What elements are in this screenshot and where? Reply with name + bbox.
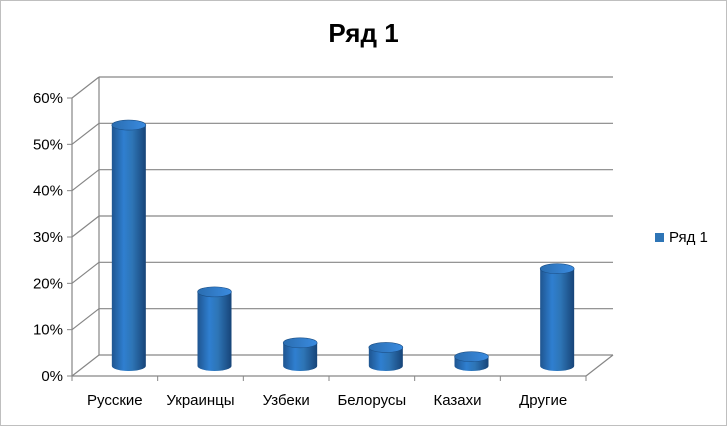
gridline-diagonal: [71, 76, 100, 99]
x-tick-label: Другие: [519, 392, 567, 409]
y-tick-label: 30%: [33, 229, 63, 246]
gridline-diagonal: [71, 354, 100, 377]
bar: [197, 286, 232, 372]
bar: [368, 342, 404, 372]
y-tick-label: 20%: [33, 275, 63, 292]
bar-body: [283, 342, 318, 372]
x-tick-label: Узбеки: [263, 392, 310, 409]
legend-swatch: [655, 233, 664, 242]
x-tick-label: Русские: [87, 392, 143, 409]
bar: [454, 351, 489, 372]
gridline-diagonal: [71, 169, 100, 192]
bar-cap: [111, 119, 147, 131]
bar-body: [540, 268, 575, 371]
x-tick-label: Белорусы: [337, 392, 406, 409]
legend: Ряд 1: [655, 229, 708, 246]
y-tick-label: 10%: [33, 322, 63, 339]
bar-cap: [282, 337, 318, 349]
gridline-diagonal: [71, 122, 100, 145]
floor-right-edge: [585, 354, 614, 377]
bar-cap: [197, 286, 232, 298]
bar-cap: [454, 351, 489, 363]
bar-cap: [539, 263, 575, 275]
gridline-diagonal: [71, 261, 100, 284]
gridline-diagonal: [71, 308, 100, 331]
y-tick-label: 0%: [41, 368, 63, 385]
bar-body: [111, 125, 146, 371]
gridline-diagonal: [71, 215, 100, 238]
y-tick-label: 40%: [33, 183, 63, 200]
chart-title: Ряд 1: [328, 18, 399, 48]
y-tick-label: 60%: [33, 90, 63, 107]
bar-body: [197, 291, 232, 372]
bar: [282, 337, 318, 372]
x-tick-label: Украинцы: [166, 392, 234, 409]
y-tick-label: 50%: [33, 136, 63, 153]
bar-body: [368, 347, 403, 372]
bar: [111, 119, 147, 371]
legend-label: Ряд 1: [669, 229, 708, 246]
bar: [539, 263, 575, 371]
bar-cap: [368, 342, 404, 353]
x-tick-label: Казахи: [433, 392, 481, 409]
